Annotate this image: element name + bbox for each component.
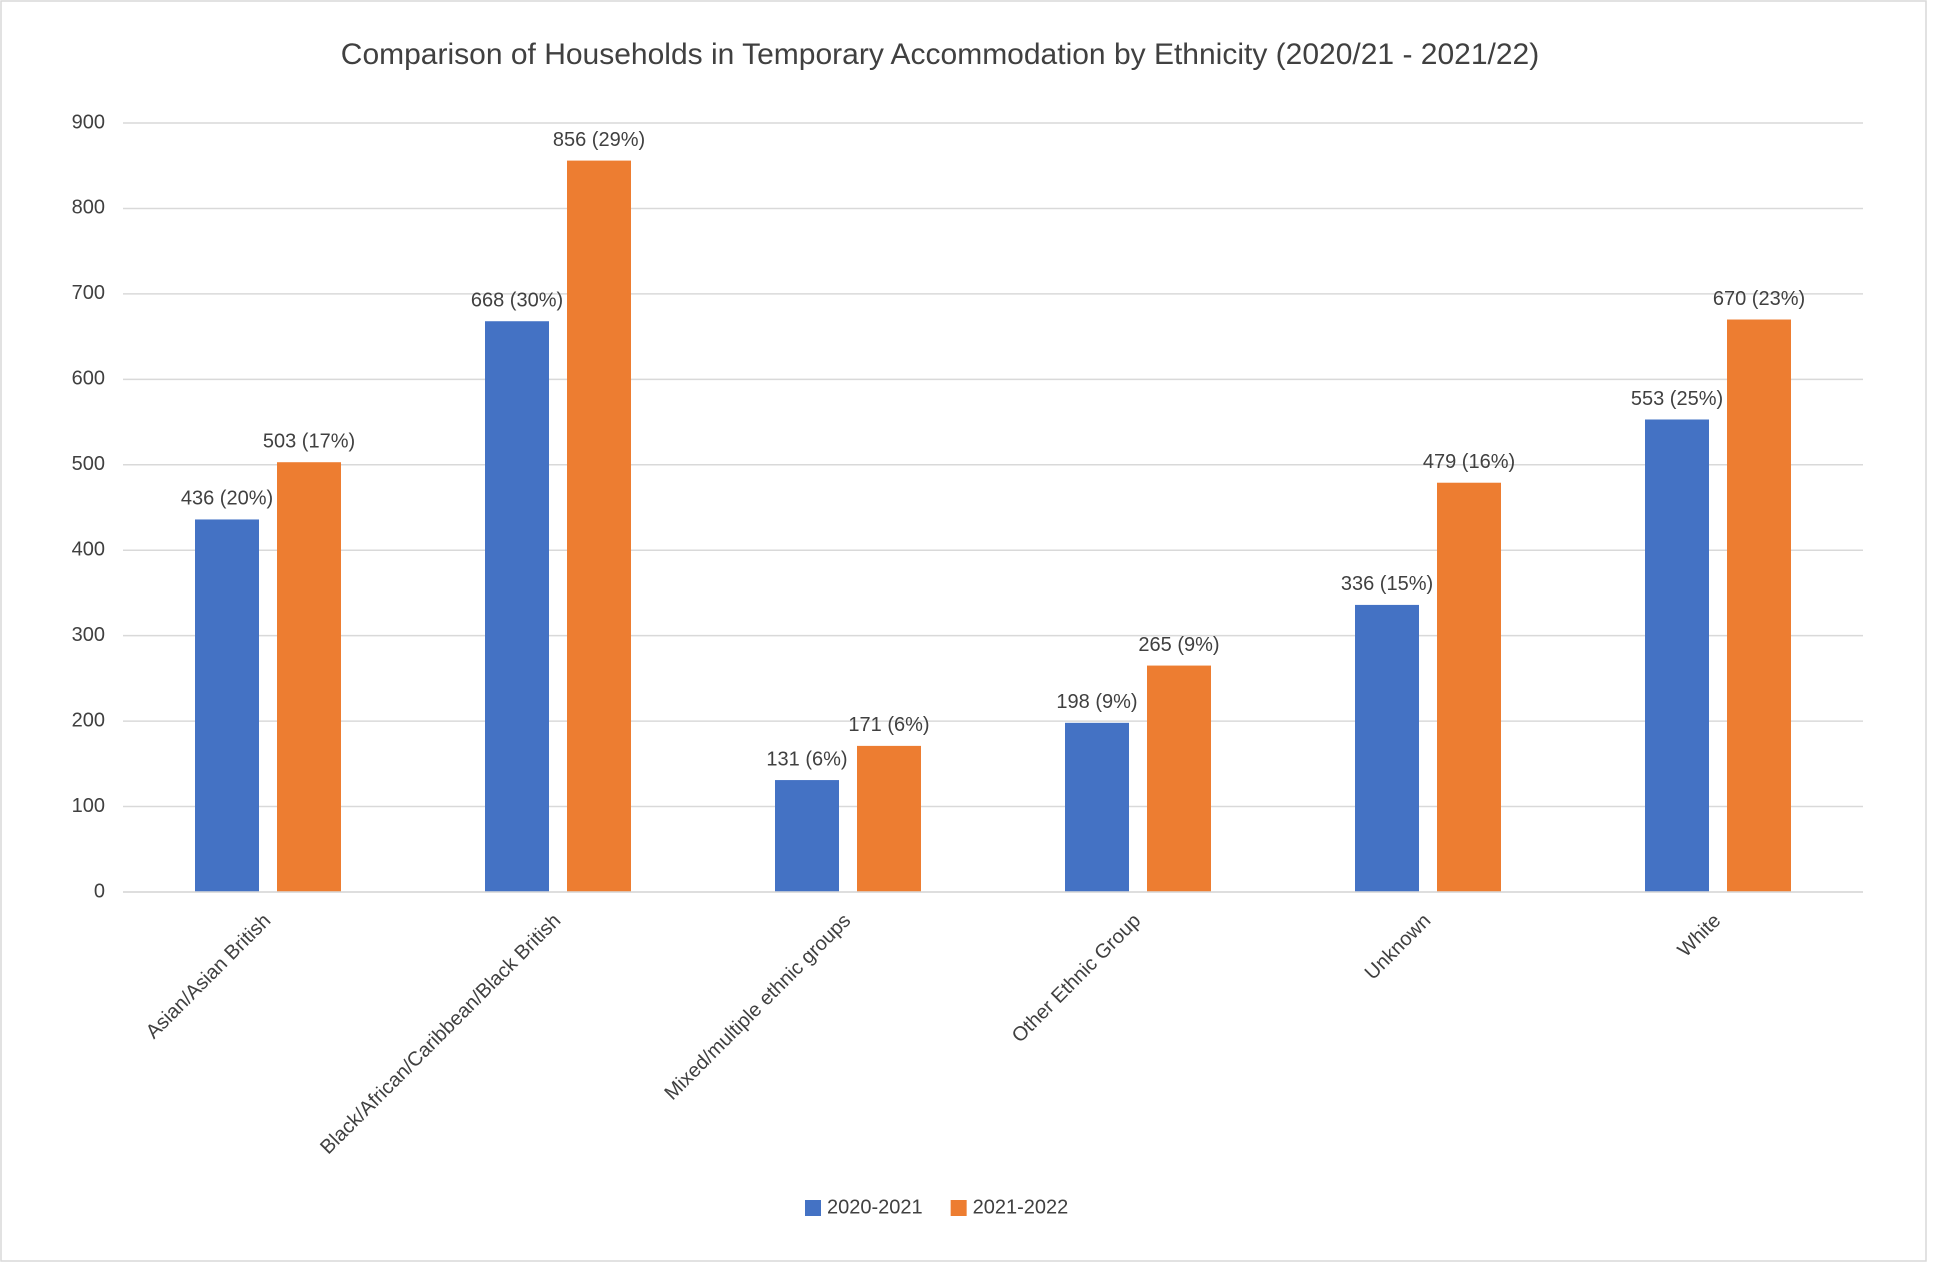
legend-swatch (950, 1200, 967, 1216)
data-label: 553 (25%) (1631, 388, 1723, 410)
data-label: 503 (17%) (263, 430, 355, 452)
data-label: 668 (30%) (471, 290, 563, 312)
bar (1065, 722, 1129, 892)
data-label: 131 (6%) (766, 748, 847, 770)
legend-label: 2020-2021 (827, 1196, 923, 1218)
bar (775, 780, 839, 892)
y-tick-label: 0 (94, 880, 105, 902)
y-tick-label: 400 (72, 539, 105, 561)
data-label: 336 (15%) (1341, 573, 1433, 595)
y-tick-label: 100 (72, 795, 105, 817)
y-tick-label: 300 (72, 624, 105, 646)
y-tick-label: 900 (72, 111, 105, 133)
y-tick-label: 500 (72, 453, 105, 475)
bar (567, 160, 631, 892)
chart-title: Comparison of Households in Temporary Ac… (341, 38, 1539, 71)
bar (1147, 665, 1211, 892)
bar (1727, 319, 1791, 892)
bar (485, 321, 549, 893)
data-label: 171 (6%) (848, 714, 929, 736)
bar (195, 519, 259, 892)
data-label: 856 (29%) (553, 129, 645, 151)
y-tick-label: 200 (72, 709, 105, 731)
data-label: 670 (23%) (1713, 288, 1805, 310)
data-label: 198 (9%) (1056, 691, 1137, 713)
y-tick-label: 600 (72, 368, 105, 390)
data-label: 436 (20%) (181, 488, 273, 510)
bar (857, 745, 921, 892)
bar (277, 462, 341, 892)
y-tick-label: 700 (72, 282, 105, 304)
data-label: 265 (9%) (1138, 634, 1219, 656)
legend-label: 2021-2022 (973, 1196, 1069, 1218)
bar (1355, 604, 1419, 892)
y-tick-label: 800 (72, 197, 105, 219)
bar (1645, 419, 1709, 892)
bar (1437, 482, 1501, 892)
data-label: 479 (16%) (1423, 451, 1515, 473)
legend-swatch (805, 1200, 821, 1216)
